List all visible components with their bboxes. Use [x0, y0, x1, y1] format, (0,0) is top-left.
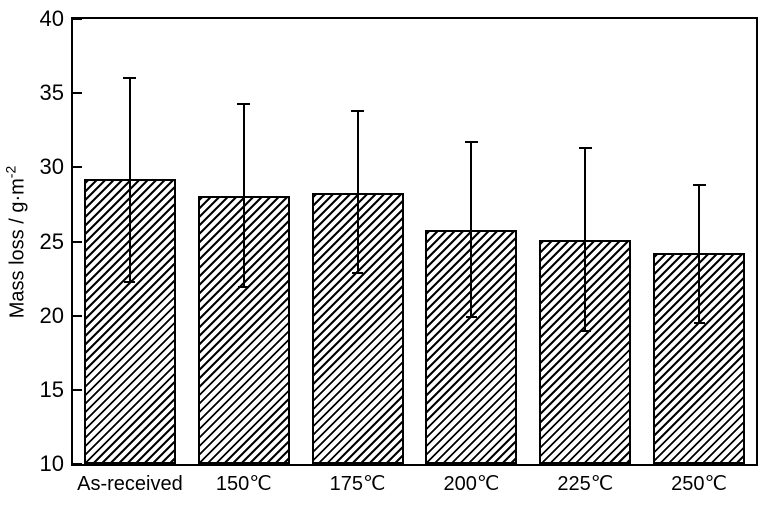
- error-bar-cap-bottom-200: [465, 316, 477, 319]
- y-tick-15: [73, 388, 82, 391]
- error-bar-cap-bottom-as-received: [124, 280, 136, 283]
- error-bar-cap-top-150: [237, 102, 251, 105]
- error-bar-cap-top-225: [578, 147, 592, 150]
- y-tick-label-40: 40: [39, 6, 64, 31]
- error-bar-225: [584, 148, 587, 331]
- y-tick-label-25: 25: [39, 228, 64, 254]
- error-bar-cap-bottom-225: [579, 329, 591, 332]
- y-tick-label-20: 20: [39, 302, 64, 328]
- x-tick-label-as-received: As-received: [77, 473, 183, 495]
- y-tick-label-35: 35: [39, 80, 64, 106]
- plot-area: [71, 17, 758, 466]
- error-bar-250: [698, 185, 701, 324]
- x-tick-label-150: 150℃: [215, 473, 272, 495]
- x-tick-label-225: 225℃: [557, 473, 614, 495]
- y-tick-35: [73, 92, 82, 95]
- error-bar-175: [356, 110, 359, 273]
- error-bar-200: [470, 142, 473, 318]
- y-tick-40: [73, 18, 82, 20]
- error-bar-cap-top-175: [351, 109, 365, 112]
- bar-200: [425, 229, 518, 464]
- y-tick-label-10: 10: [39, 451, 64, 476]
- x-tick-label-250: 250℃: [671, 473, 727, 495]
- error-bar-cap-top-200: [464, 141, 478, 144]
- error-bar-150: [242, 103, 245, 288]
- error-bar-cap-top-250: [692, 184, 706, 187]
- x-tick-label-175: 175℃: [329, 473, 386, 495]
- error-bar-cap-bottom-250: [693, 322, 705, 325]
- y-tick-10: [73, 463, 82, 465]
- y-tick-label-15: 15: [39, 376, 64, 402]
- error-bar-as-received: [128, 78, 131, 282]
- error-bar-cap-top-as-received: [123, 77, 137, 80]
- y-tick-20: [73, 314, 82, 317]
- error-bar-cap-bottom-175: [352, 271, 364, 274]
- y-tick-25: [73, 240, 82, 243]
- bar-225: [539, 240, 632, 464]
- x-tick-label-200: 200℃: [443, 473, 500, 495]
- y-tick-label-30: 30: [39, 154, 64, 180]
- y-tick-30: [73, 166, 82, 169]
- error-bar-cap-bottom-150: [238, 286, 250, 289]
- plot-inner: [73, 18, 756, 465]
